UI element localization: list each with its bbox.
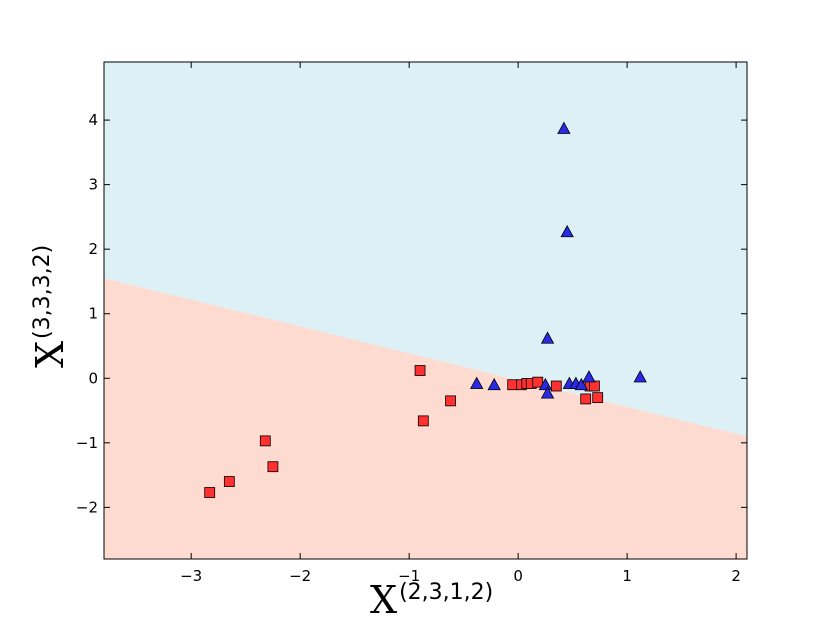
square-marker-1 (223, 476, 235, 487)
square-marker-15 (589, 380, 600, 392)
triangle-marker-9 (574, 377, 589, 391)
square-marker-2 (259, 435, 271, 447)
triangle-marker-11 (633, 370, 647, 383)
triangle-marker-5 (557, 121, 571, 134)
y-axis-label: X(3,3,3,2) (28, 245, 72, 368)
y-axis-label-base: X (28, 341, 72, 368)
triangle-marker-1 (487, 377, 501, 391)
data-markers (204, 121, 647, 498)
axis-ticks: −3 −2 −1 0 1 2 −2 −1 0 1 2 3 4 (76, 62, 747, 585)
y-tick-label: 3 (88, 176, 98, 194)
square-marker-4 (414, 365, 426, 376)
y-tick-label: 0 (88, 369, 98, 387)
decision-regions (104, 62, 747, 559)
square-marker-0 (204, 487, 216, 498)
triangle-marker-10 (582, 370, 596, 383)
region-above (104, 62, 747, 437)
y-tick-label: −1 (76, 434, 98, 452)
x-tick-label: 1 (622, 567, 632, 585)
x-tick-label: 0 (513, 567, 523, 585)
square-marker-11 (532, 376, 544, 388)
square-marker-3 (267, 461, 279, 473)
y-tick-label: 1 (88, 305, 98, 323)
x-tick-label: −1 (398, 567, 420, 585)
x-tick-label: −2 (289, 567, 311, 585)
x-tick-label: −3 (180, 567, 202, 585)
plot-frame (103, 61, 748, 560)
x-axis-label-base: X (370, 578, 397, 622)
square-marker-6 (445, 395, 456, 407)
x-tick-label: 2 (731, 567, 741, 585)
y-axis-label-superscript: (3,3,3,2) (30, 245, 55, 339)
triangle-marker-2 (538, 377, 553, 391)
square-marker-12 (550, 380, 562, 392)
triangle-marker-4 (540, 386, 555, 399)
square-marker-13 (580, 393, 592, 405)
triangle-marker-6 (560, 224, 574, 238)
y-tick-label: −2 (76, 498, 98, 516)
x-axis-label: X(2,3,1,2) (370, 578, 493, 622)
triangle-marker-3 (540, 331, 555, 344)
y-tick-label: 4 (88, 111, 98, 129)
square-marker-16 (592, 392, 604, 404)
y-tick-label: 2 (88, 240, 98, 258)
square-marker-5 (417, 415, 429, 427)
x-axis-label-superscript: (2,3,1,2) (399, 580, 493, 605)
triangle-marker-0 (470, 376, 484, 389)
